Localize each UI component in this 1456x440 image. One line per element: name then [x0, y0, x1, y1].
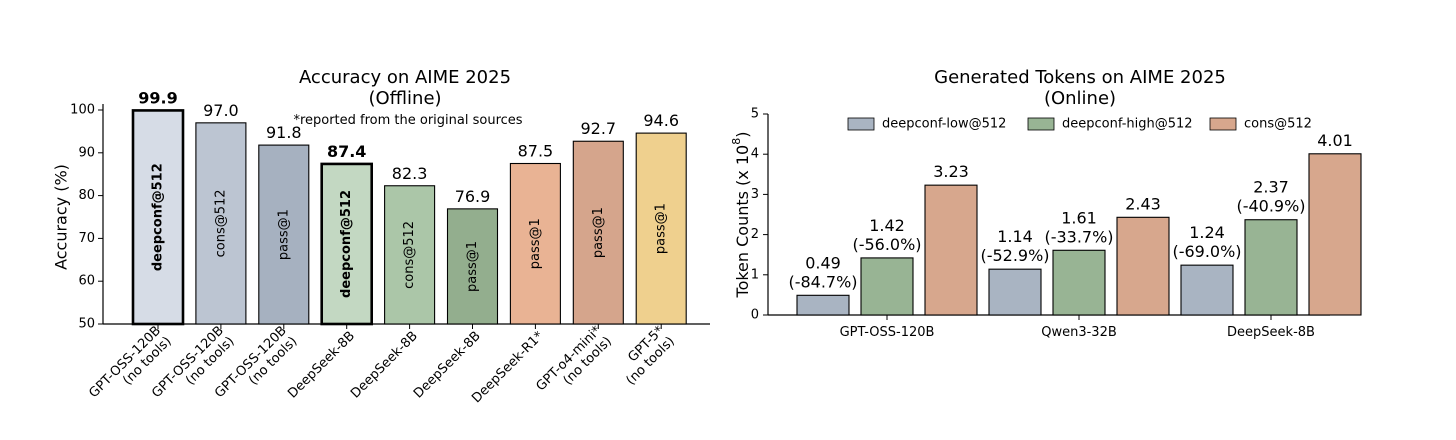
right-bar: [1308, 153, 1362, 316]
right-y-tick-label: 3: [751, 187, 759, 202]
left-bar: [446, 208, 499, 325]
right-bar-value-label: 1.14: [997, 227, 1033, 246]
left-bar: [384, 185, 436, 325]
right-bar: [1052, 249, 1106, 316]
right-legend-label: deepconf-high@512: [1062, 117, 1193, 132]
right-y-tick-label: 1: [751, 267, 759, 282]
right-bar: [796, 294, 850, 316]
right-bar-percent-label: (-84.7%): [788, 272, 857, 291]
right-bar-percent-label: (-56.0%): [852, 235, 921, 254]
left-bar-value-label: 99.9: [138, 88, 177, 107]
left-bar-method-label: cons@512: [402, 221, 417, 289]
left-y-tick-label: 50: [78, 317, 95, 332]
left-bar-method-label: deepconf@512: [339, 190, 354, 298]
right-bar-percent-label: (-40.9%): [1236, 197, 1305, 216]
left-bar: [258, 144, 310, 325]
left-bar-value-label: 82.3: [392, 164, 428, 183]
left-bar-value-label: 76.9: [455, 187, 491, 206]
left-bar: [320, 162, 374, 326]
left-chart-subtitle: (Offline): [368, 88, 441, 109]
left-bar-value-label: 87.4: [327, 142, 366, 161]
left-bar: [572, 140, 624, 325]
right-bar-value-label: 2.37: [1253, 178, 1289, 197]
left-bar-value-label: 91.8: [266, 123, 302, 142]
right-bar-value-label: 3.23: [933, 162, 969, 181]
right-bar-value-label: 2.43: [1125, 194, 1161, 213]
left-chart-title: Accuracy on AIME 2025: [299, 67, 511, 88]
left-bar: [131, 109, 185, 326]
right-x-tick-label: GPT-OSS-120B: [840, 325, 935, 340]
right-legend-swatch: [1027, 117, 1055, 131]
left-x-tick-label-group: GPT-5*(no tools): [623, 323, 677, 388]
left-bar: [635, 132, 687, 325]
left-bar-method-label: cons@512: [213, 189, 228, 257]
right-legend-swatch: [1209, 117, 1237, 131]
left-bar-method-label: deepconf@512: [151, 163, 166, 271]
left-bar-method-label: pass@1: [276, 209, 291, 260]
left-bar-method-label: pass@1: [465, 241, 480, 292]
left-bar-value-label: 87.5: [518, 142, 554, 161]
right-bar: [924, 184, 978, 316]
right-bar: [1180, 264, 1234, 316]
right-bar-value-label: 1.42: [869, 216, 905, 235]
right-legend-label: cons@512: [1244, 117, 1312, 132]
right-y-axis-label: Token Counts (x 108): [730, 132, 752, 299]
right-bar: [860, 257, 914, 316]
right-y-tick-label: 2: [751, 227, 759, 242]
right-chart-title: Generated Tokens on AIME 2025: [934, 67, 1226, 88]
right-bar: [988, 268, 1042, 316]
right-y-tick-label: 0: [751, 308, 759, 323]
right-x-tick-label: Qwen3-32B: [1041, 325, 1117, 340]
left-y-tick-label: 100: [70, 103, 95, 118]
right-bar: [1244, 219, 1298, 316]
left-bar: [195, 122, 247, 325]
left-y-tick-label: 60: [78, 274, 95, 289]
right-bar-value-label: 4.01: [1317, 131, 1353, 150]
right-y-tick-label: 5: [751, 107, 759, 122]
right-bar-value-label: 0.49: [805, 253, 841, 272]
right-bar-value-label: 1.61: [1061, 208, 1097, 227]
right-bar-value-label: 1.24: [1189, 223, 1225, 242]
left-bar-value-label: 97.0: [203, 101, 239, 120]
left-bar-method-label: pass@1: [591, 207, 606, 258]
right-y-axis-label-text: Token Counts (x 10: [733, 145, 752, 299]
left-y-axis-label: Accuracy (%): [52, 164, 71, 270]
left-y-tick-label: 70: [78, 231, 95, 246]
right-y-axis-label-end: ): [733, 132, 752, 138]
left-bar: [509, 162, 561, 325]
right-x-tick-label: DeepSeek-8B: [1227, 325, 1315, 340]
right-legend-swatch: [847, 117, 875, 131]
left-chart-note: *reported from the original sources: [293, 113, 522, 128]
right-chart-subtitle: (Online): [1044, 88, 1116, 109]
right-y-tick-label: 4: [751, 147, 759, 162]
left-x-tick-label-group: GPT-o4-mini*(no tools): [533, 323, 614, 394]
right-y-axis-label-exponent: 8: [730, 138, 743, 145]
right-bar: [1116, 216, 1170, 316]
left-bar-method-label: pass@1: [528, 218, 543, 269]
right-bar-percent-label: (-69.0%): [1172, 242, 1241, 261]
right-legend-label: deepconf-low@512: [882, 117, 1006, 132]
left-bar-value-label: 92.7: [580, 119, 616, 138]
left-bar-method-label: pass@1: [654, 203, 669, 254]
right-bar-percent-label: (-52.9%): [980, 246, 1049, 265]
left-y-tick-label: 90: [78, 145, 95, 160]
right-bar-percent-label: (-33.7%): [1044, 227, 1113, 246]
left-bar-value-label: 94.6: [643, 111, 679, 130]
left-y-tick-label: 80: [78, 188, 95, 203]
